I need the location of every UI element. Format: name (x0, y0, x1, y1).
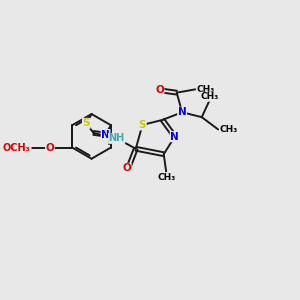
Text: N: N (170, 132, 179, 142)
Text: O: O (122, 163, 131, 173)
Text: OCH₃: OCH₃ (3, 142, 31, 152)
Text: CH₃: CH₃ (220, 125, 238, 134)
Text: CH₃: CH₃ (196, 85, 215, 94)
Text: N: N (101, 130, 110, 140)
Text: NH: NH (109, 134, 125, 143)
Text: S: S (82, 118, 90, 128)
Text: N: N (178, 107, 187, 117)
Text: O: O (46, 142, 54, 152)
Text: O: O (155, 85, 164, 95)
Text: CH₃: CH₃ (157, 172, 176, 182)
Text: CH₃: CH₃ (201, 92, 219, 101)
Text: S: S (139, 120, 146, 130)
